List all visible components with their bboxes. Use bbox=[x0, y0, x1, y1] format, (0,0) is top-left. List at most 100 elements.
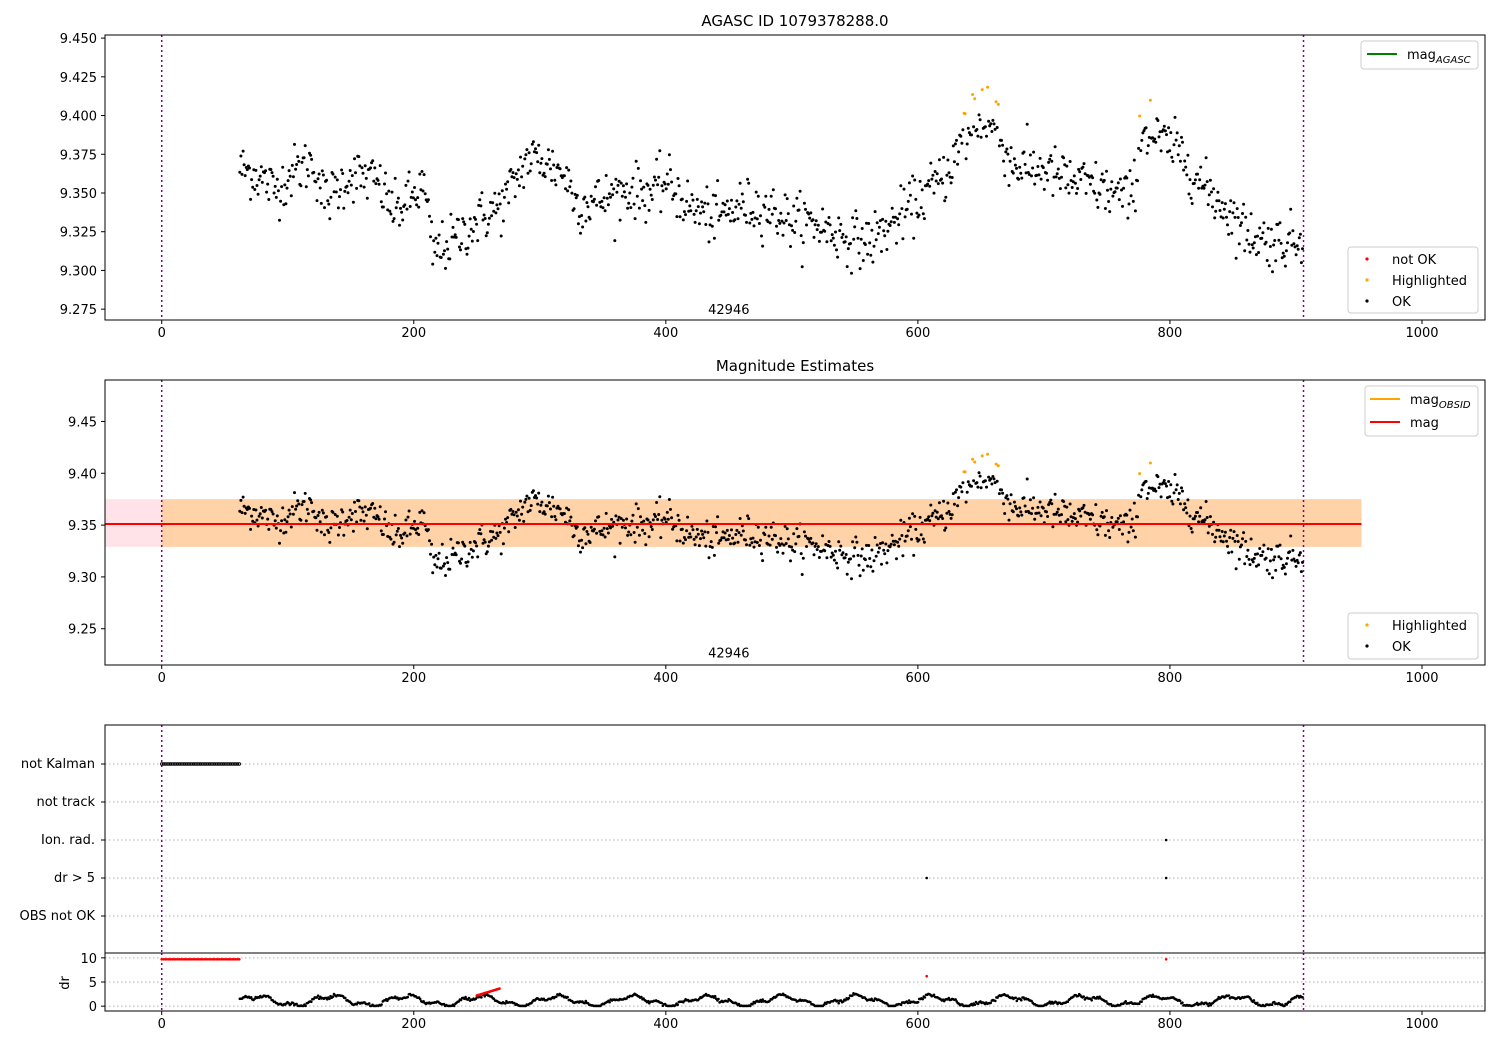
highlighted-point bbox=[980, 88, 984, 92]
ok-point bbox=[415, 531, 419, 535]
ok-point bbox=[660, 518, 664, 522]
ok-point bbox=[721, 201, 725, 205]
ok-point bbox=[1078, 170, 1082, 174]
dr-point bbox=[947, 996, 951, 1000]
ok-point bbox=[542, 510, 546, 514]
ok-point bbox=[845, 572, 849, 576]
ok-point bbox=[777, 219, 781, 222]
ok-point bbox=[1178, 159, 1182, 163]
ok-point bbox=[515, 514, 519, 518]
ok-point bbox=[816, 223, 820, 227]
ok-point bbox=[1289, 207, 1293, 211]
ok-point bbox=[354, 510, 357, 513]
dr-point bbox=[1288, 1000, 1292, 1004]
ok-point bbox=[888, 545, 892, 549]
ok-point bbox=[481, 218, 485, 222]
ok-point bbox=[1056, 167, 1060, 171]
ok-point bbox=[433, 250, 437, 254]
ok-point bbox=[250, 178, 254, 182]
ok-point bbox=[1030, 174, 1033, 178]
ok-point bbox=[1267, 572, 1271, 576]
ok-point bbox=[597, 515, 601, 519]
ok-point bbox=[926, 517, 930, 521]
ok-point bbox=[700, 529, 704, 533]
ok-point bbox=[1073, 181, 1077, 185]
ok-point bbox=[1110, 516, 1114, 519]
ok-point bbox=[574, 196, 578, 200]
ok-point bbox=[1102, 515, 1106, 519]
ok-point bbox=[975, 481, 979, 485]
ok-point bbox=[381, 533, 385, 536]
ok-point bbox=[985, 485, 988, 489]
panel3-boundaries bbox=[160, 725, 1305, 953]
ok-point bbox=[857, 251, 861, 255]
ok-point bbox=[444, 574, 447, 577]
ok-point bbox=[627, 201, 631, 205]
ok-point bbox=[910, 212, 913, 216]
ok-point bbox=[1018, 165, 1022, 169]
ok-point bbox=[1153, 137, 1157, 141]
x-tick-label: 800 bbox=[1158, 1017, 1183, 1032]
ok-point bbox=[1013, 504, 1017, 508]
ok-point bbox=[1028, 153, 1032, 157]
ok-point bbox=[444, 266, 447, 270]
ok-point bbox=[445, 240, 449, 244]
ok-point bbox=[1019, 510, 1023, 514]
ok-point bbox=[600, 529, 604, 533]
ok-point bbox=[1023, 162, 1027, 166]
ok-point bbox=[1047, 160, 1051, 164]
flag-point bbox=[223, 762, 227, 766]
ok-point bbox=[547, 501, 551, 505]
ok-point bbox=[251, 185, 255, 189]
ok-point bbox=[1295, 244, 1299, 248]
ok-point bbox=[521, 505, 525, 509]
ok-point bbox=[526, 171, 530, 175]
ok-point bbox=[1218, 209, 1222, 212]
ok-point bbox=[474, 541, 477, 545]
ok-point bbox=[741, 200, 745, 204]
dr-red-point bbox=[498, 987, 501, 990]
ok-point bbox=[1272, 243, 1276, 247]
flag-point bbox=[204, 762, 208, 766]
ok-point bbox=[675, 215, 679, 219]
ok-point bbox=[1096, 205, 1100, 209]
ok-point bbox=[1013, 163, 1017, 167]
dr-point bbox=[954, 998, 957, 1001]
ok-point bbox=[903, 539, 907, 543]
ok-point bbox=[874, 238, 878, 242]
ok-point bbox=[1129, 194, 1133, 198]
ok-point bbox=[899, 518, 903, 522]
ok-point bbox=[319, 201, 323, 205]
flag-point bbox=[1164, 876, 1168, 880]
ok-point bbox=[513, 195, 517, 199]
ok-point bbox=[458, 245, 461, 249]
dr-high-point bbox=[218, 958, 222, 961]
ok-point bbox=[606, 203, 610, 207]
dr-point bbox=[367, 1002, 371, 1005]
ok-point bbox=[552, 504, 556, 508]
dr-high-point bbox=[163, 958, 167, 961]
ok-point bbox=[799, 552, 803, 556]
flag-points bbox=[159, 762, 1168, 880]
ok-point bbox=[589, 194, 593, 198]
panel1-boundaries bbox=[160, 35, 1305, 320]
ok-point bbox=[918, 515, 922, 519]
ok-point bbox=[624, 195, 627, 199]
ok-point bbox=[686, 515, 690, 519]
ok-point bbox=[825, 556, 829, 560]
ok-point bbox=[992, 477, 996, 481]
x-tick-label: 600 bbox=[905, 671, 930, 686]
ok-point bbox=[1233, 215, 1237, 219]
ok-point bbox=[254, 168, 258, 172]
flag-point bbox=[195, 762, 199, 766]
ok-point bbox=[1051, 194, 1055, 197]
ok-point bbox=[304, 185, 308, 189]
ok-point bbox=[327, 202, 331, 206]
ok-point bbox=[1145, 497, 1149, 500]
ok-point bbox=[537, 143, 541, 147]
ok-point bbox=[519, 155, 522, 159]
ok-point bbox=[258, 512, 262, 516]
ok-point bbox=[318, 186, 322, 190]
ok-point bbox=[239, 154, 243, 158]
ok-point bbox=[529, 162, 533, 166]
